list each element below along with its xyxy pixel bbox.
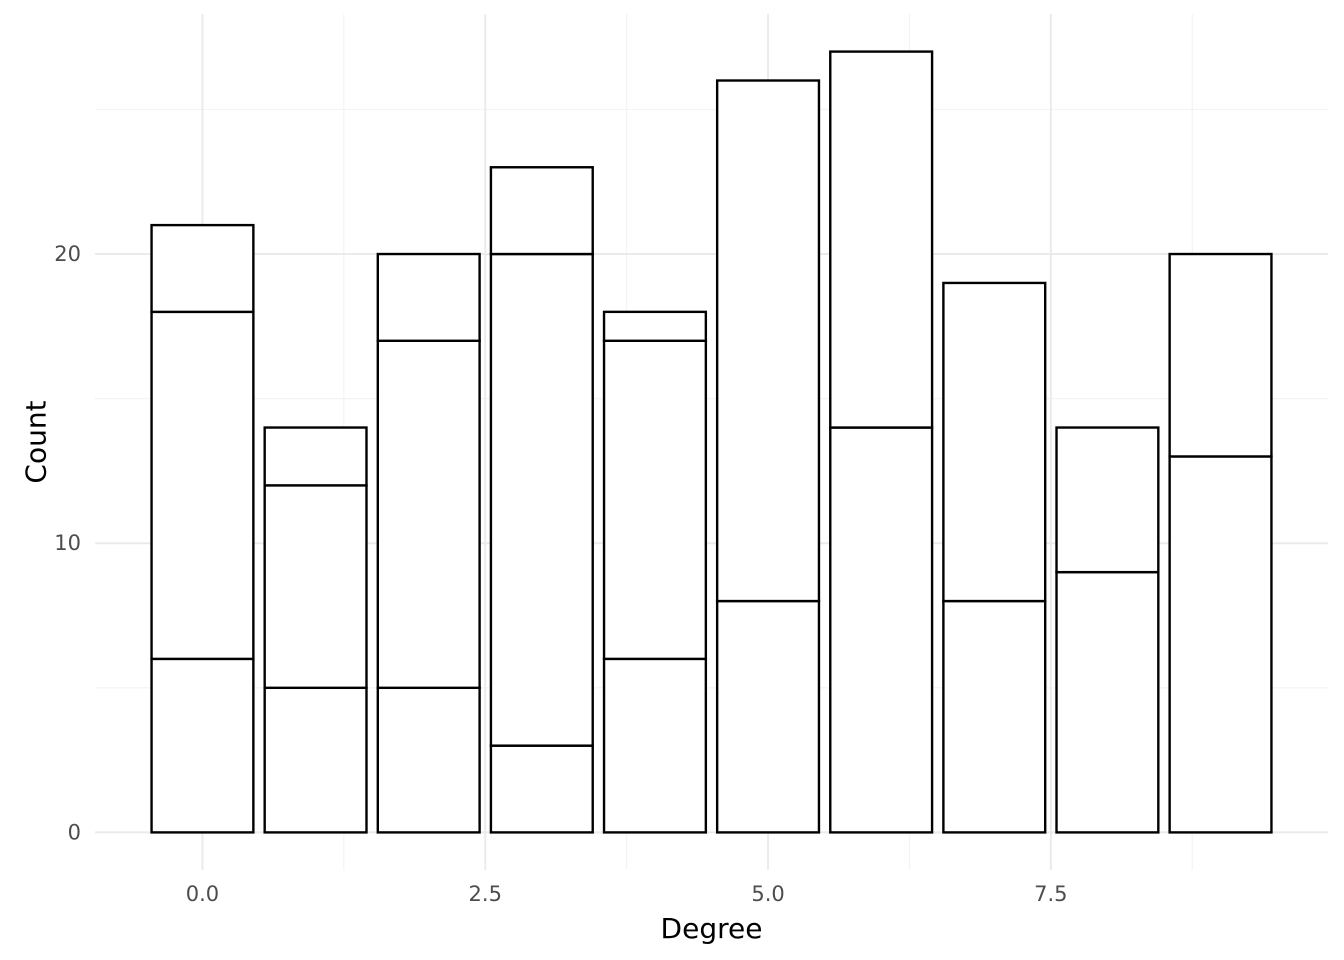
bar-segment [715,599,821,834]
bar-segment [263,484,368,690]
bar-segment [1055,426,1160,574]
bar-stack [376,252,481,834]
bar-segment [376,252,481,342]
bar-segment [489,166,594,256]
bar-segment [489,744,594,834]
bar-segment [942,599,1047,834]
bar-stack [489,166,594,834]
bar-stack [1055,426,1160,834]
y-axis-ticks: 0 10 20 [54,242,81,844]
y-axis-title: Count [20,400,53,483]
bar-segment [715,79,821,603]
bar-stack [1168,252,1273,834]
bar-segment [263,426,368,487]
bar-stack [150,223,255,834]
x-tick-label: 7.5 [1034,882,1067,906]
bar-stack [263,426,368,834]
bar-segment [942,281,1047,603]
bar-stack [942,281,1047,834]
bars [150,50,1273,834]
bar-segment [602,339,708,661]
bar-segment [489,252,594,747]
bar-segment [1055,570,1160,834]
y-tick-label: 0 [68,820,81,844]
x-tick-label: 0.0 [186,882,219,906]
x-tick-label: 2.5 [469,882,502,906]
bar-segment [376,339,481,690]
bar-segment [376,686,481,834]
bar-segment [829,50,934,429]
x-axis-title: Degree [661,912,763,945]
bar-segment [1168,455,1273,834]
bar-segment [150,657,255,834]
x-axis-ticks: 0.0 2.5 5.0 7.5 [186,882,1068,906]
bar-segment [602,310,708,342]
bar-segment [829,426,934,834]
bar-stack [715,79,821,834]
bar-segment [263,686,368,834]
x-tick-label: 5.0 [751,882,784,906]
bar-stack [602,310,708,834]
bar-segment [150,223,255,314]
bar-stack [829,50,934,834]
y-tick-label: 10 [54,531,81,555]
bar-segment [1168,252,1273,458]
bar-segment [602,657,708,834]
y-tick-label: 20 [54,242,81,266]
bar-segment [150,310,255,661]
